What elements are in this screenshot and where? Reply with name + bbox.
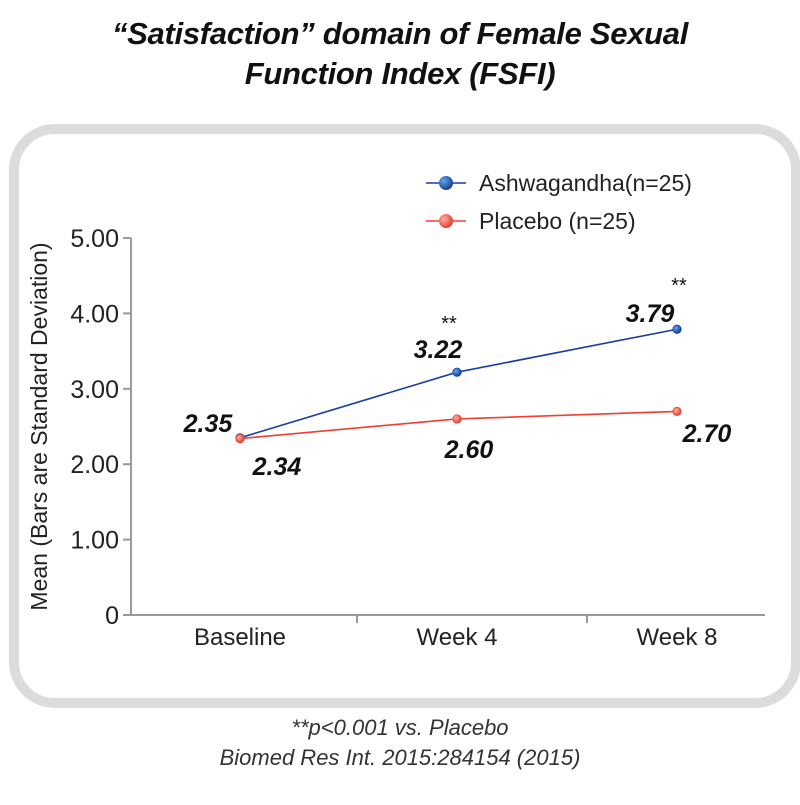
data-label-placebo: 2.70 [682,420,732,448]
legend-placebo-label: Placebo (n=25) [479,208,636,234]
y-tick-label: 3.00 [70,376,119,404]
data-point-ashwagandha [672,324,682,334]
significance-note: **p<0.001 vs. Placebo [291,715,509,740]
chart-title-line-2: Function Index (FSFI) [244,56,556,91]
y-tick-label: 1.00 [70,527,119,555]
significance-marker: ** [441,313,457,335]
x-tick-label: Baseline [194,624,286,651]
chart-title-line-1: “Satisfaction” domain of Female Sexual [111,16,689,51]
y-tick-label: 2.00 [70,451,119,479]
legend-placebo-marker [439,214,453,228]
data-label-placebo: 2.60 [444,436,494,464]
x-tick-label: Week 8 [637,624,718,651]
footnote: **p<0.001 vs. Placebo Biomed Res Int. 20… [0,713,800,773]
citation: Biomed Res Int. 2015:284154 (2015) [219,745,581,770]
chart-panel [9,124,800,708]
y-tick-label: 4.00 [70,300,119,328]
y-axis-label: Mean (Bars are Standard Deviation) [26,242,52,610]
data-point-ashwagandha [452,367,462,377]
chart-title: “Satisfaction” domain of Female Sexual F… [0,14,800,94]
y-tick-label: 5.00 [70,225,119,253]
data-label-ashwagandha: 2.35 [183,410,234,438]
significance-marker: ** [671,275,687,297]
data-point-placebo [452,414,462,424]
data-label-ashwagandha: 3.22 [414,336,463,364]
x-tick-label: Week 4 [417,624,498,651]
data-point-placebo [672,406,682,417]
data-label-placebo: 2.34 [252,453,302,481]
y-tick-label: 0 [105,602,119,630]
legend-ashwagandha-label: Ashwagandha(n=25) [479,170,692,196]
data-point-placebo [235,433,245,444]
legend-ashwagandha-marker [439,176,453,190]
data-label-ashwagandha: 3.79 [626,300,675,328]
